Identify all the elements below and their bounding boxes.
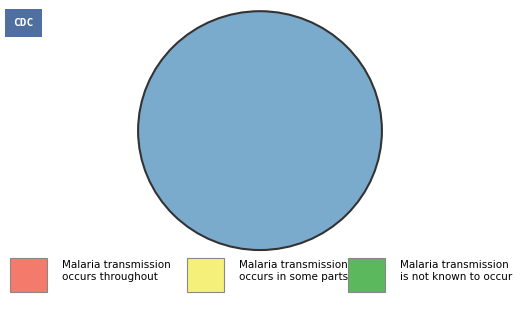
Text: Malaria transmission
occurs throughout: Malaria transmission occurs throughout [62, 260, 171, 282]
FancyBboxPatch shape [348, 258, 385, 292]
FancyBboxPatch shape [10, 258, 47, 292]
Text: CDC: CDC [14, 18, 33, 28]
Ellipse shape [138, 11, 382, 250]
FancyBboxPatch shape [187, 258, 224, 292]
Text: Malaria transmission
occurs in some parts: Malaria transmission occurs in some part… [239, 260, 348, 282]
Text: Malaria transmission
is not known to occur: Malaria transmission is not known to occ… [400, 260, 513, 282]
